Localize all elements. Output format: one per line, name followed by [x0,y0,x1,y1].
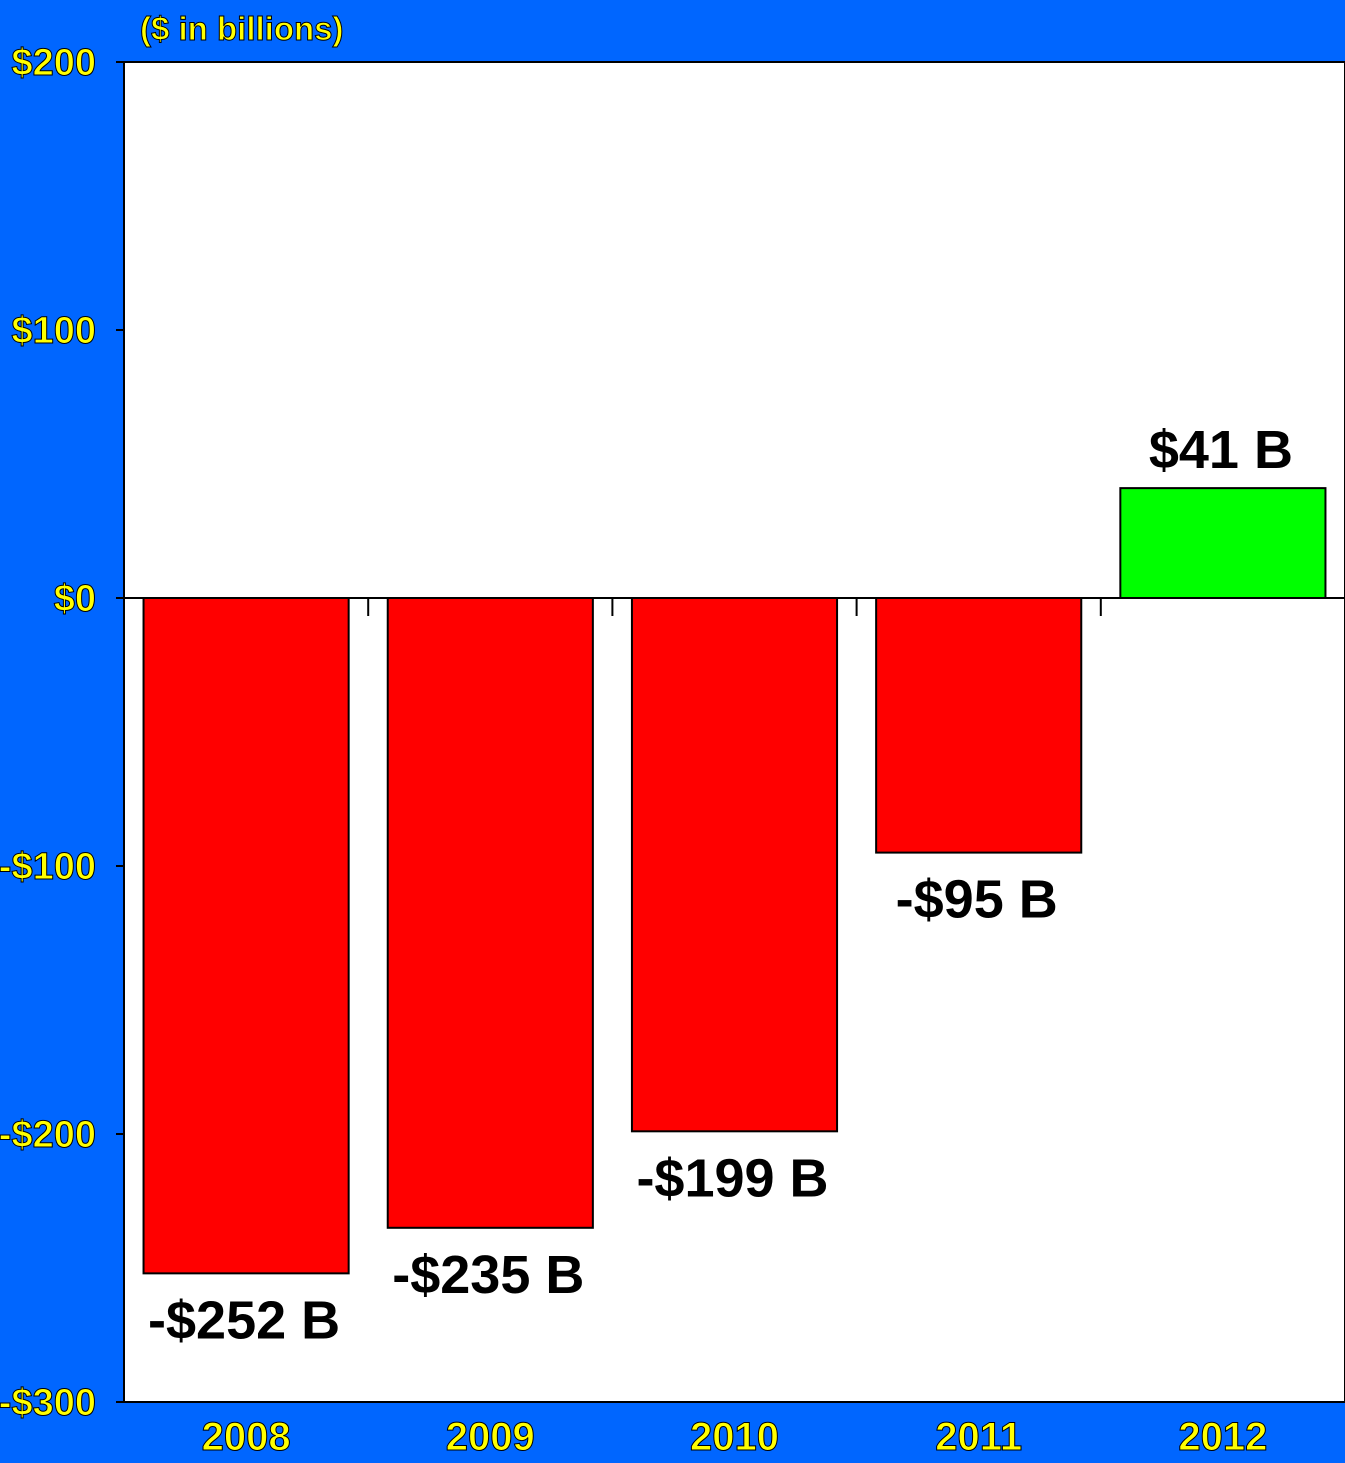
y-axis: $200 $100 $0 -$100 -$200 -$300 [0,42,124,1425]
bar-2011 [875,597,1083,854]
y-tick-label: -$100 [0,846,96,888]
bars [142,487,1327,1275]
y-tick-label: $200 [11,42,96,84]
zero-baseline [116,597,1345,616]
value-label: -$252 B [148,1290,340,1350]
y-tick-label: $100 [11,310,96,352]
x-tick-label: 2012 [1178,1415,1267,1458]
value-labels: -$252 B -$235 B -$199 B -$95 B $41 B [148,420,1293,1350]
value-label: -$235 B [392,1245,584,1305]
bar-2012 [1119,487,1327,599]
value-label: $41 B [1149,420,1293,480]
x-axis: 2008 2009 2010 2011 2012 [201,1415,1268,1460]
y-tick-label: -$300 [0,1382,96,1424]
x-tick-label: 2011 [935,1415,1022,1458]
x-tick-label: 2010 [690,1415,779,1458]
bar-2009 [386,597,594,1229]
value-label: -$199 B [636,1148,828,1208]
x-tick-label: 2008 [202,1415,291,1458]
x-tick-label: 2009 [446,1415,535,1458]
bar-2008 [142,597,350,1275]
chart-title: ($ in billions) [140,10,344,47]
bar-2010 [630,597,839,1133]
y-tick-label: -$200 [0,1114,96,1156]
value-label: -$95 B [896,870,1058,930]
y-tick-label: $0 [54,578,96,620]
